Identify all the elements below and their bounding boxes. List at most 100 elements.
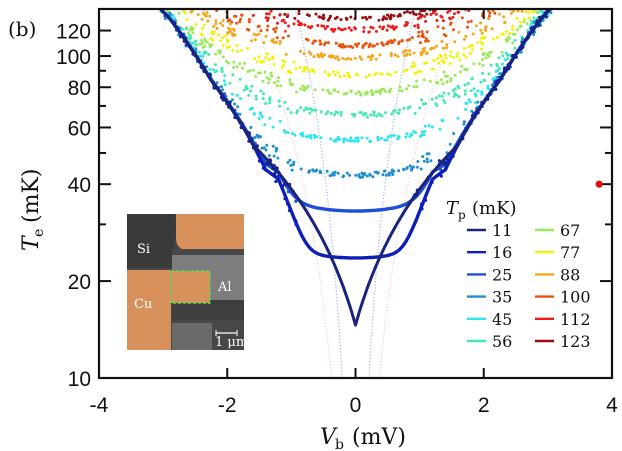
data-point — [290, 168, 294, 172]
data-point — [200, 17, 204, 21]
data-point — [201, 54, 205, 58]
data-point — [211, 38, 215, 42]
data-point — [327, 54, 331, 58]
data-point — [263, 123, 267, 127]
data-point — [274, 40, 278, 44]
data-point — [413, 24, 417, 28]
data-point — [231, 73, 235, 77]
data-point — [266, 19, 269, 22]
data-point — [282, 63, 286, 67]
data-point — [362, 30, 366, 33]
data-point — [385, 28, 389, 32]
y-tick-label: 40 — [68, 174, 91, 197]
data-point — [518, 20, 522, 24]
data-point — [185, 18, 189, 21]
data-point — [252, 112, 256, 116]
data-point — [412, 51, 416, 55]
data-point — [281, 36, 285, 40]
data-point — [227, 61, 231, 65]
data-point — [365, 115, 369, 119]
data-point — [191, 52, 195, 56]
data-point — [318, 42, 322, 46]
data-point — [324, 112, 328, 116]
data-point — [423, 124, 427, 128]
data-point — [264, 16, 268, 20]
data-point — [449, 54, 452, 58]
data-point — [445, 43, 449, 47]
data-point — [361, 16, 365, 20]
y-axis-subscript: e — [31, 229, 47, 237]
inset-cu-top-pad — [176, 214, 244, 249]
data-point — [464, 55, 468, 59]
data-point — [429, 159, 433, 163]
legend-item-16mK: 16 — [467, 243, 512, 262]
data-point — [507, 67, 511, 71]
data-point — [403, 24, 407, 28]
annotation-marker — [595, 180, 603, 188]
data-point — [464, 34, 468, 38]
data-point — [422, 133, 426, 137]
data-point — [416, 23, 420, 27]
data-point — [491, 77, 495, 81]
data-point — [301, 84, 305, 88]
data-point — [253, 57, 257, 61]
data-point — [272, 63, 276, 66]
data-point — [408, 105, 412, 109]
data-point — [190, 9, 193, 13]
data-point — [239, 48, 243, 52]
legend-title-subscript: p — [458, 208, 466, 222]
data-points — [158, 9, 553, 327]
data-point — [421, 47, 425, 51]
data-point — [405, 53, 409, 56]
data-point — [253, 38, 257, 42]
data-point — [462, 37, 466, 41]
data-point — [246, 46, 250, 50]
data-point — [317, 15, 321, 19]
data-point — [435, 44, 438, 48]
data-point — [492, 37, 495, 41]
data-point — [413, 72, 417, 76]
x-axis-unit: (mV) — [352, 425, 406, 450]
data-point — [238, 20, 242, 24]
data-point — [359, 175, 363, 179]
data-point — [388, 15, 392, 19]
inset-si-region — [127, 214, 176, 268]
data-point — [311, 41, 315, 45]
legend-item-56mK: 56 — [467, 332, 512, 351]
data-point — [197, 50, 201, 54]
data-point — [335, 15, 339, 19]
data-point — [397, 169, 401, 173]
legend-label: 25 — [492, 265, 512, 284]
data-point — [363, 111, 367, 115]
data-point — [268, 101, 272, 105]
data-point — [527, 11, 531, 15]
data-point — [286, 13, 290, 17]
data-point — [329, 137, 333, 141]
data-point — [247, 139, 251, 143]
data-point — [254, 97, 258, 101]
data-point — [199, 32, 203, 36]
data-point — [420, 30, 424, 34]
data-point — [194, 23, 198, 27]
data-point — [453, 40, 457, 44]
data-point — [198, 54, 202, 58]
data-point — [203, 37, 207, 41]
data-point — [238, 77, 242, 81]
data-point — [442, 99, 446, 102]
data-point — [337, 26, 341, 30]
data-point — [522, 20, 526, 24]
data-point — [428, 79, 432, 83]
data-point — [405, 10, 409, 14]
data-point — [446, 158, 451, 163]
data-point — [505, 29, 509, 33]
data-point — [365, 136, 369, 140]
data-point — [462, 53, 466, 57]
data-point — [537, 23, 541, 27]
data-point — [223, 74, 227, 78]
data-point — [438, 127, 442, 131]
data-point — [487, 14, 491, 18]
data-point — [201, 27, 204, 30]
data-point — [259, 113, 263, 117]
data-point — [394, 70, 398, 74]
